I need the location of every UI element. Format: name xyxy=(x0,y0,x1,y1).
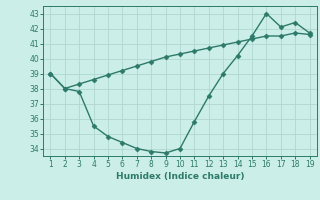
X-axis label: Humidex (Indice chaleur): Humidex (Indice chaleur) xyxy=(116,172,244,181)
